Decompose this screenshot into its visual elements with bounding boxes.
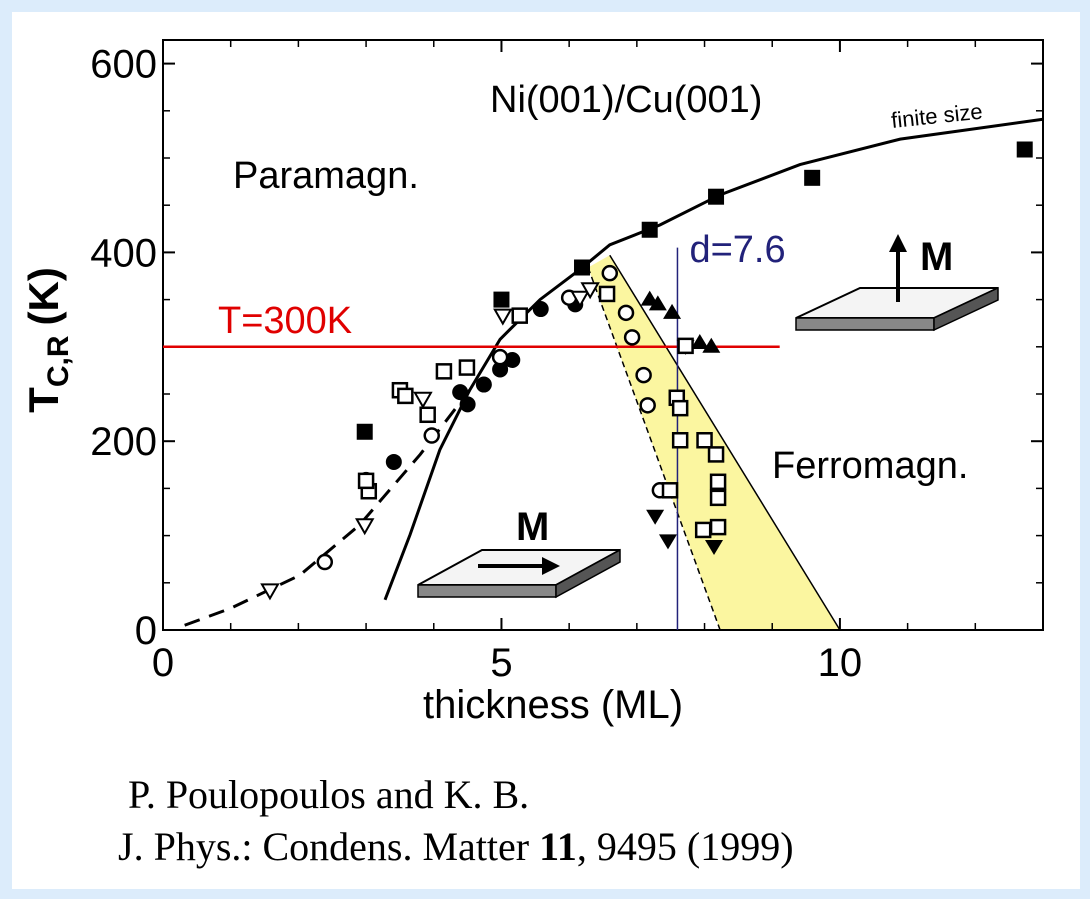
y-tick-label: 0 [135,609,157,653]
point [637,368,651,382]
point [425,429,439,443]
point [574,260,590,276]
point [663,483,677,497]
y-tick-label: 200 [90,420,157,464]
point [708,189,724,205]
citation-journal: J. Phys.: Condens. Matter [118,824,539,869]
reference-label: d=7.6 [689,229,785,271]
y-axis-label-part: T [20,387,67,413]
citation: J. Phys.: Condens. Matter 11, 9495 (1999… [118,824,794,869]
annotation: M [920,235,953,279]
x-axis-label: thickness (ML) [423,683,683,727]
chart: 05100200400600thickness (ML)TC,R(K)T=300… [0,0,1090,899]
point [493,350,507,364]
y-axis-label-part: C,R [42,335,75,387]
point [698,433,712,447]
citation: P. Poulopoulos and K. B. [128,772,529,817]
point [460,396,476,412]
y-tick-label: 600 [90,43,157,87]
point [359,474,373,488]
point [711,520,725,534]
annotation: Paramagn. [233,155,419,197]
point [1017,142,1033,158]
point [437,364,451,378]
annotation: M [516,505,549,549]
point [619,306,633,320]
point [600,287,614,301]
point [679,339,693,353]
annotation: Ni(001)/Cu(001) [490,79,762,121]
point [476,377,492,393]
y-tick-label: 400 [90,231,157,275]
point [804,170,820,186]
point [398,389,412,403]
x-tick-label: 5 [490,641,512,685]
point [711,491,725,505]
point [533,301,549,317]
citation-pages: , 9495 (1999) [577,824,794,869]
annotation: Ferromagn. [772,445,968,487]
point [386,454,402,470]
point [318,555,332,569]
point [603,266,617,280]
x-tick-label: 10 [818,641,863,685]
point [493,292,509,308]
point [513,309,527,323]
point [673,401,687,415]
point [421,408,435,422]
point [357,424,373,440]
page: 05100200400600thickness (ML)TC,R(K)T=300… [0,0,1090,899]
point [696,523,710,537]
point [673,433,687,447]
reference-label: T=300K [218,300,352,342]
citation-volume: 11 [539,824,577,869]
point [460,361,474,375]
point [625,330,639,344]
point [709,447,723,461]
y-axis-label-part: (K) [20,267,67,325]
point [711,475,725,489]
point [641,398,655,412]
point [642,222,658,238]
